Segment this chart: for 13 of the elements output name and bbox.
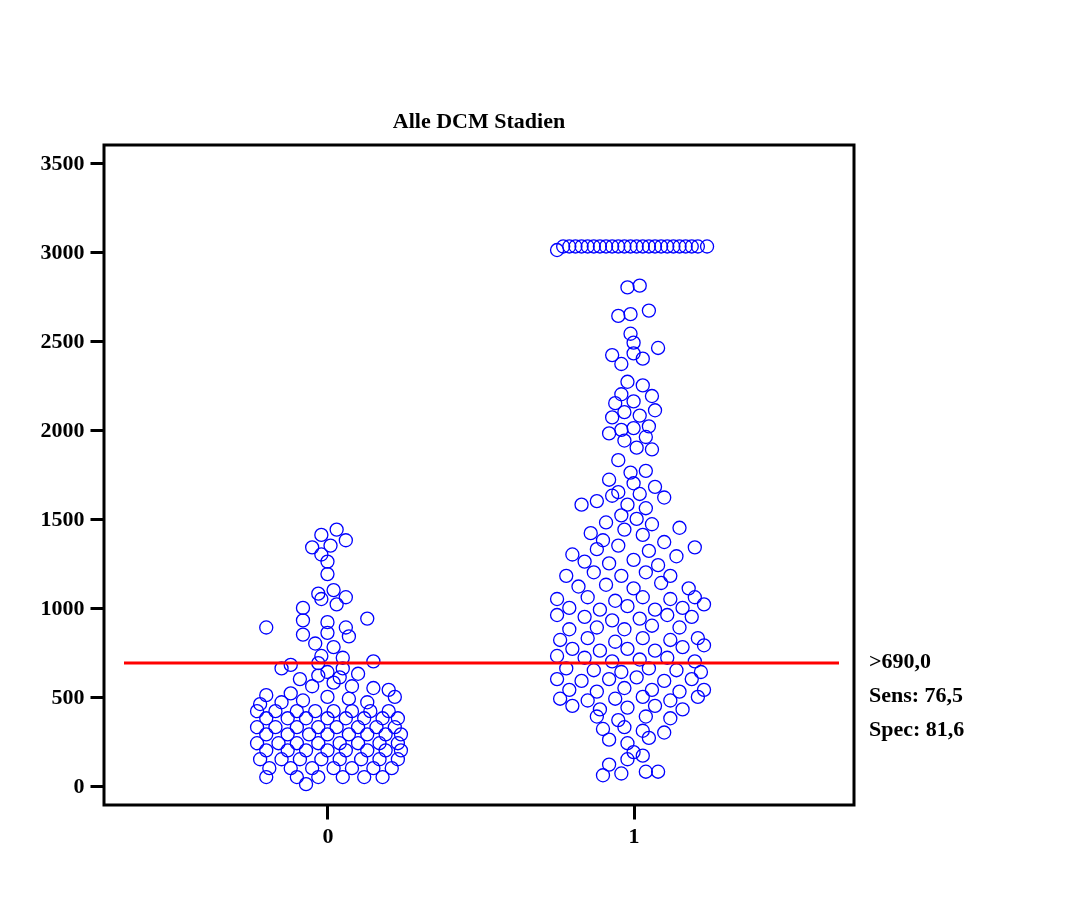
y-tick-label: 2500 — [40, 328, 85, 354]
chart-title: Alle DCM Stadien — [392, 108, 566, 133]
text: Spec: 81,6 — [869, 716, 965, 742]
y-tick-label: 1000 — [40, 595, 85, 621]
y-tick-label: 500 — [51, 684, 85, 710]
text: Sens: 76,5 — [869, 682, 964, 708]
y-tick-label: 2000 — [40, 417, 85, 443]
y-tick-label: 3500 — [40, 150, 85, 176]
y-tick-label: 0 — [73, 773, 85, 799]
ref-line-label: >690,0 — [869, 648, 932, 674]
y-tick-label: 3000 — [40, 239, 85, 265]
y-tick-label: 1500 — [40, 506, 85, 532]
x-tick-label: 1 — [628, 822, 640, 848]
